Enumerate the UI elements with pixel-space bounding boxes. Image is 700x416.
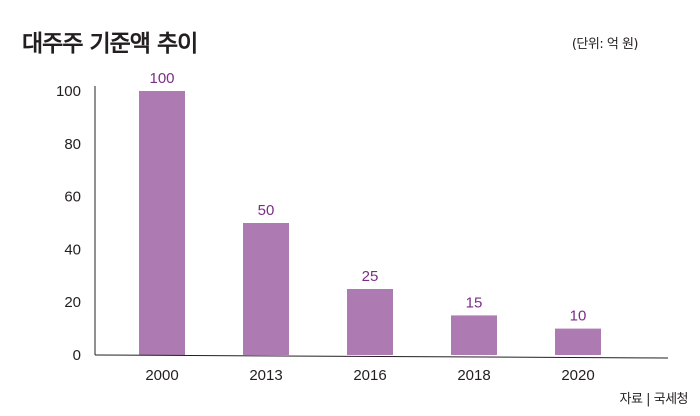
y-tick-label: 0 — [73, 347, 81, 364]
bar — [243, 223, 289, 355]
x-tick-label: 2018 — [457, 367, 490, 384]
unit-note: (단위: 억 원) — [571, 37, 639, 52]
bar — [555, 328, 601, 355]
data-label: 15 — [466, 294, 483, 311]
x-tick-label: 2020 — [561, 367, 594, 384]
y-tick-label: 40 — [64, 241, 81, 258]
y-axis-ticks: 0 20 40 60 80 100 — [56, 83, 81, 364]
bar — [139, 91, 185, 355]
y-tick-label: 20 — [64, 294, 81, 311]
y-tick-label: 60 — [64, 189, 81, 206]
y-tick-label: 100 — [56, 83, 81, 100]
source-note: 자료 | 국세청 — [619, 392, 689, 407]
data-labels: 100 50 25 15 10 — [149, 70, 586, 325]
chart-title: 대주주 기준액 추이 — [22, 31, 198, 57]
data-label: 25 — [362, 268, 379, 285]
data-label: 50 — [258, 202, 275, 219]
x-tick-label: 2013 — [249, 367, 282, 384]
y-tick-label: 80 — [64, 136, 81, 153]
bar — [451, 315, 497, 355]
data-label: 100 — [149, 70, 174, 87]
x-tick-label: 2016 — [353, 367, 386, 384]
x-axis-line — [94, 354, 669, 359]
x-axis-ticks: 2000 2013 2016 2018 2020 — [145, 367, 594, 384]
bars — [139, 91, 601, 355]
x-tick-label: 2000 — [145, 367, 178, 384]
data-label: 10 — [570, 308, 587, 325]
bar — [347, 289, 393, 355]
